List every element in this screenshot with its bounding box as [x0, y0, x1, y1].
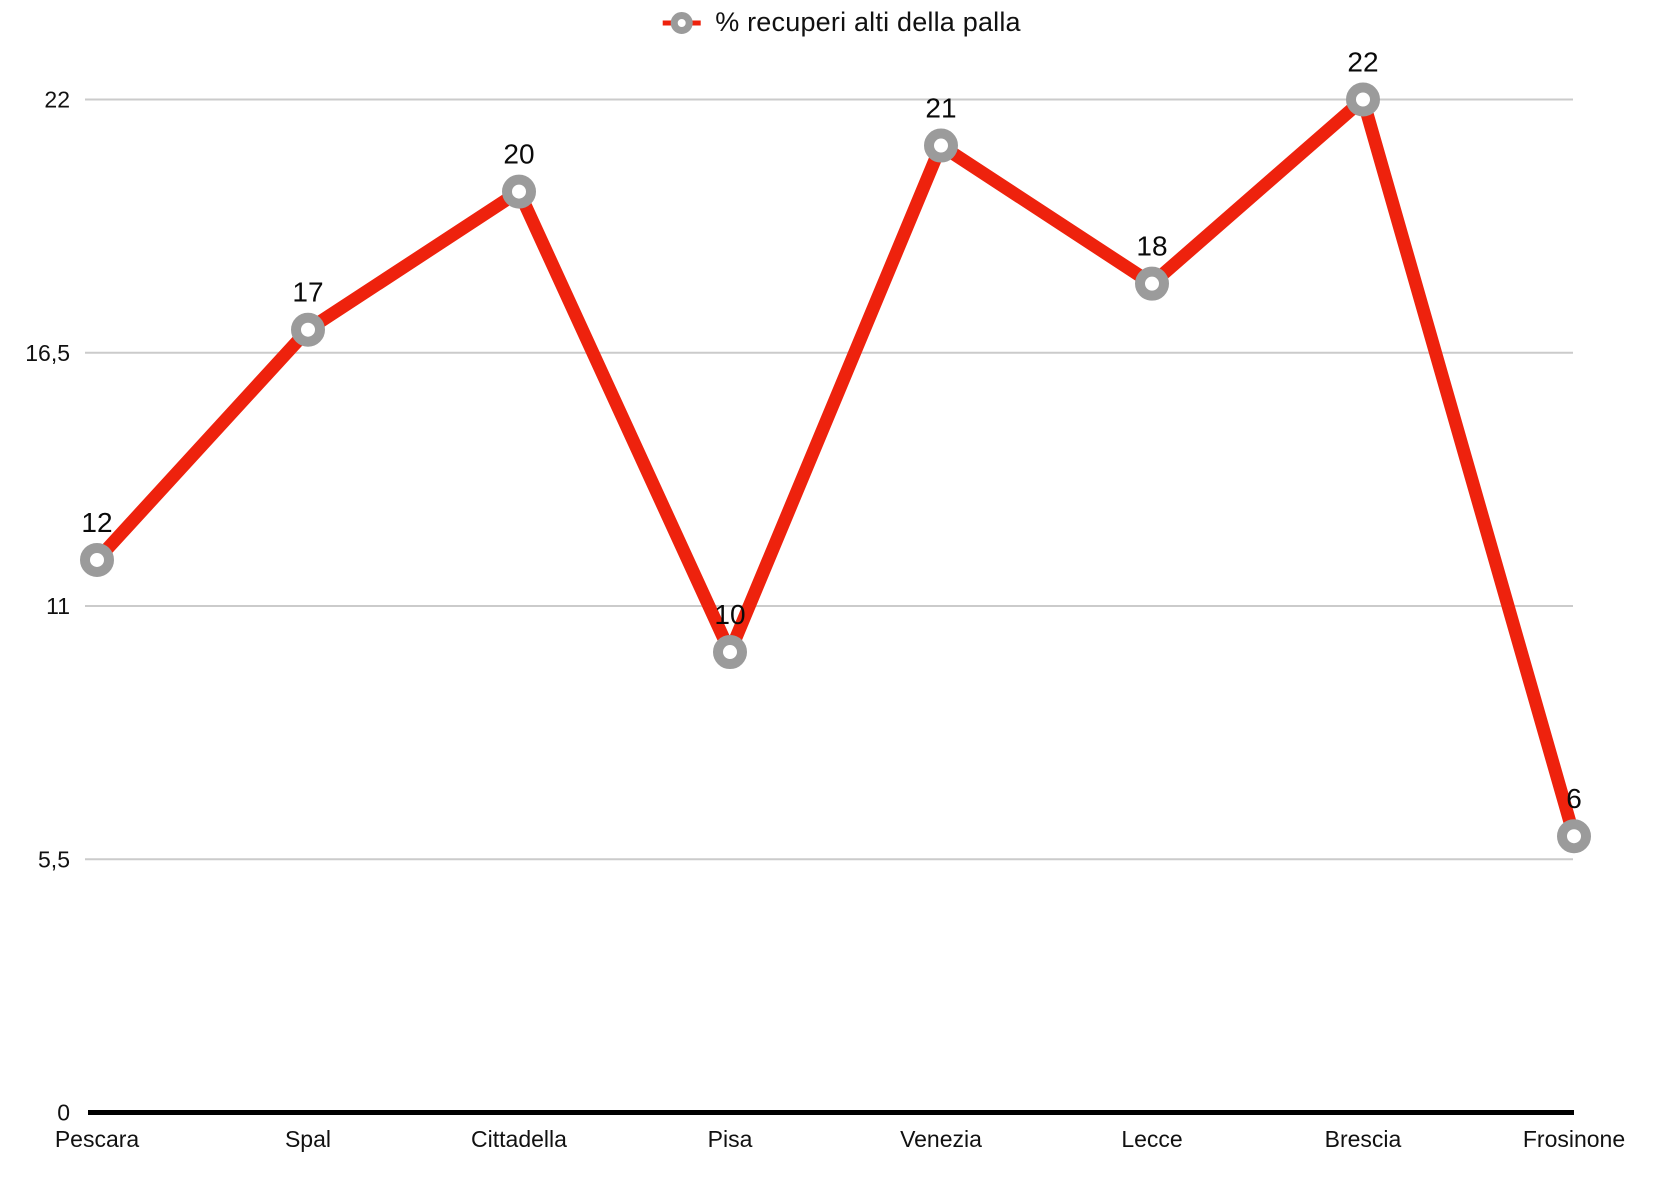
- chart-legend: % recuperi alti della palla: [660, 7, 1021, 38]
- data-value-label: 17: [292, 277, 323, 308]
- x-category-label: Lecce: [1121, 1126, 1182, 1152]
- y-tick-label: 22: [44, 87, 70, 113]
- data-point-marker: [924, 128, 958, 163]
- data-point-marker: [713, 635, 747, 670]
- legend-marker-icon: [662, 11, 701, 34]
- data-value-label: 22: [1347, 47, 1378, 78]
- y-tick-label: 16,5: [25, 340, 70, 366]
- data-value-label: 18: [1136, 231, 1167, 262]
- x-category-label: Brescia: [1325, 1126, 1402, 1152]
- x-category-label: Venezia: [900, 1126, 982, 1152]
- x-category-label: Pisa: [708, 1126, 753, 1152]
- data-value-label: 21: [925, 93, 956, 124]
- data-value-label: 6: [1566, 783, 1582, 814]
- data-value-label: 10: [714, 599, 745, 630]
- data-point-marker: [291, 312, 325, 347]
- x-category-label: Cittadella: [471, 1126, 567, 1152]
- legend-label: % recuperi alti della palla: [715, 7, 1021, 37]
- data-point-marker: [1135, 266, 1169, 301]
- x-category-label: Frosinone: [1523, 1126, 1625, 1152]
- x-category-label: Spal: [285, 1126, 331, 1152]
- y-tick-label: 5,5: [38, 846, 70, 872]
- data-point-marker: [1346, 82, 1380, 117]
- data-point-marker: [80, 542, 114, 577]
- series-line: [92, 93, 1581, 839]
- x-category-label: Pescara: [55, 1126, 140, 1152]
- data-point-marker: [502, 174, 536, 209]
- data-point-marker: [1557, 819, 1591, 854]
- y-tick-label: 11: [46, 593, 70, 619]
- data-value-label: 12: [81, 507, 112, 538]
- y-tick-label: 0: [57, 1100, 70, 1126]
- data-value-label: 20: [503, 139, 534, 170]
